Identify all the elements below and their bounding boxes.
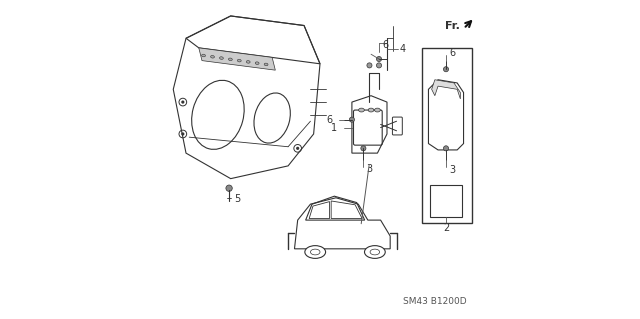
Ellipse shape [264, 63, 268, 66]
Text: 1: 1 [332, 122, 337, 133]
Text: 3: 3 [366, 164, 372, 174]
Circle shape [181, 132, 184, 136]
Text: 2: 2 [443, 223, 449, 233]
Text: SM43 B1200D: SM43 B1200D [403, 297, 467, 306]
Circle shape [296, 147, 300, 150]
Text: 4: 4 [399, 44, 405, 55]
Text: 5: 5 [234, 194, 241, 204]
Ellipse shape [368, 108, 374, 112]
Circle shape [226, 185, 232, 191]
Text: Fr.: Fr. [445, 20, 460, 31]
Ellipse shape [228, 58, 232, 61]
Polygon shape [431, 80, 460, 99]
Circle shape [444, 67, 449, 72]
Circle shape [444, 146, 449, 151]
Circle shape [376, 56, 381, 62]
Circle shape [181, 100, 184, 104]
Ellipse shape [255, 62, 259, 64]
Text: 3: 3 [449, 165, 455, 175]
Ellipse shape [202, 54, 205, 57]
Ellipse shape [374, 108, 380, 112]
Circle shape [367, 63, 372, 68]
Ellipse shape [358, 108, 364, 112]
Circle shape [376, 63, 381, 68]
Ellipse shape [246, 61, 250, 63]
Circle shape [361, 146, 366, 151]
Text: 6: 6 [382, 40, 388, 50]
Ellipse shape [237, 59, 241, 62]
Text: 6: 6 [326, 115, 333, 125]
Ellipse shape [365, 246, 385, 258]
Text: 6: 6 [449, 48, 455, 58]
Polygon shape [199, 48, 275, 70]
Circle shape [349, 117, 355, 122]
Ellipse shape [211, 56, 214, 58]
Ellipse shape [220, 57, 223, 59]
Ellipse shape [305, 246, 326, 258]
